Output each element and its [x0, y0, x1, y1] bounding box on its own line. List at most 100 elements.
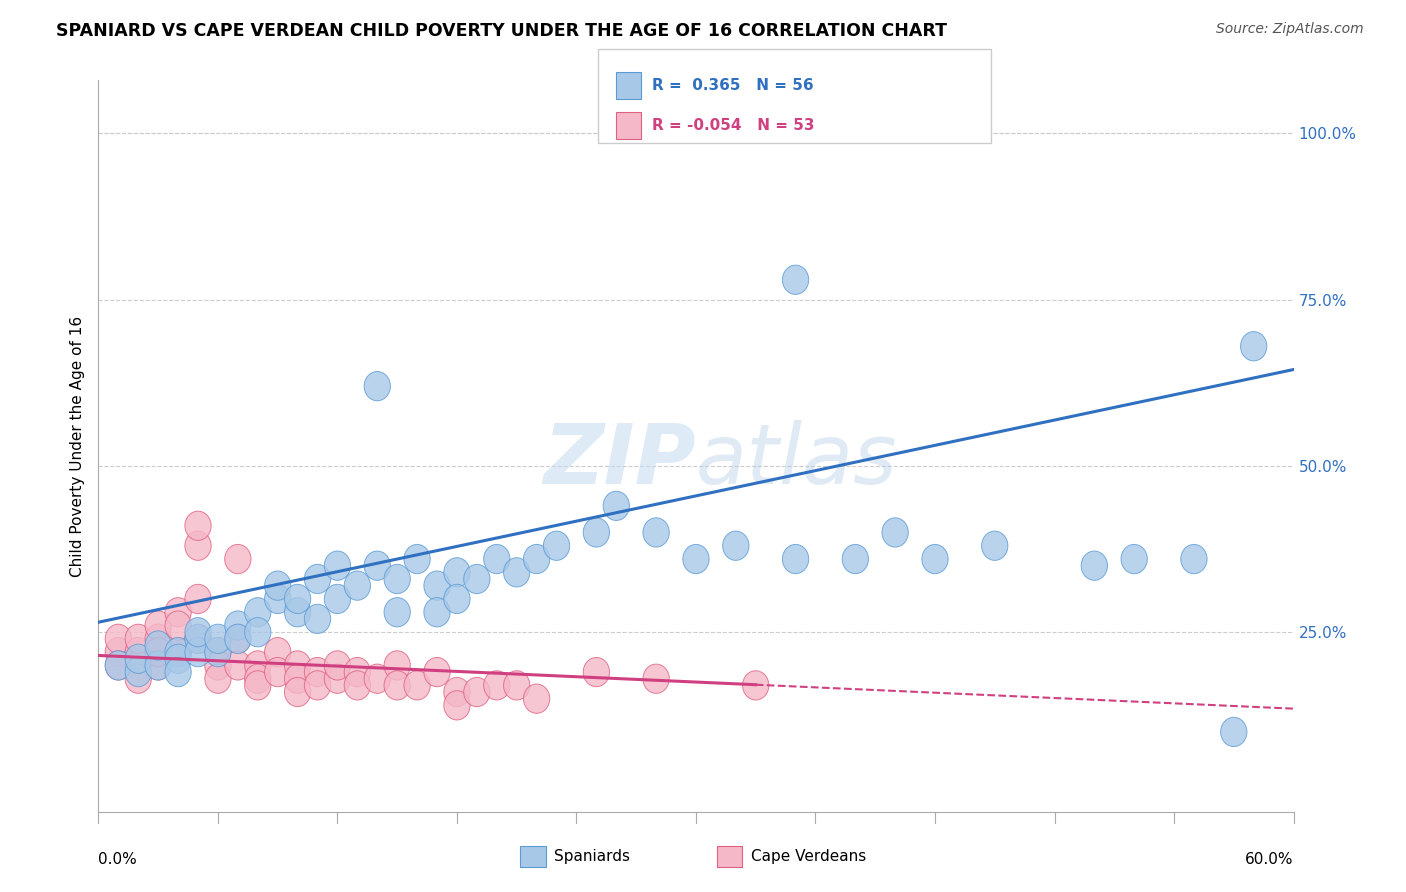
- Ellipse shape: [364, 665, 391, 693]
- Ellipse shape: [145, 638, 172, 666]
- Ellipse shape: [145, 611, 172, 640]
- Ellipse shape: [184, 624, 211, 654]
- Ellipse shape: [325, 651, 350, 680]
- Ellipse shape: [125, 624, 152, 654]
- Ellipse shape: [165, 611, 191, 640]
- Text: Source: ZipAtlas.com: Source: ZipAtlas.com: [1216, 22, 1364, 37]
- Ellipse shape: [245, 665, 271, 693]
- Ellipse shape: [484, 544, 510, 574]
- Ellipse shape: [423, 571, 450, 600]
- Ellipse shape: [603, 491, 630, 520]
- Ellipse shape: [184, 624, 211, 654]
- Ellipse shape: [304, 671, 330, 700]
- Ellipse shape: [782, 544, 808, 574]
- Ellipse shape: [981, 531, 1008, 560]
- Ellipse shape: [304, 657, 330, 687]
- Ellipse shape: [284, 584, 311, 614]
- Ellipse shape: [165, 598, 191, 627]
- Ellipse shape: [523, 684, 550, 714]
- Ellipse shape: [184, 511, 211, 541]
- Ellipse shape: [423, 657, 450, 687]
- Ellipse shape: [344, 671, 371, 700]
- Ellipse shape: [105, 651, 132, 680]
- Text: Spaniards: Spaniards: [554, 849, 630, 863]
- Ellipse shape: [125, 651, 152, 680]
- Ellipse shape: [184, 638, 211, 666]
- Ellipse shape: [225, 624, 252, 654]
- Ellipse shape: [225, 611, 252, 640]
- Ellipse shape: [1181, 544, 1208, 574]
- Ellipse shape: [683, 544, 709, 574]
- Ellipse shape: [325, 551, 350, 581]
- Ellipse shape: [284, 598, 311, 627]
- Ellipse shape: [245, 651, 271, 680]
- Ellipse shape: [264, 638, 291, 666]
- Ellipse shape: [325, 665, 350, 693]
- Ellipse shape: [1220, 717, 1247, 747]
- Ellipse shape: [464, 677, 491, 706]
- Ellipse shape: [423, 598, 450, 627]
- Ellipse shape: [364, 372, 391, 401]
- Text: ZIP: ZIP: [543, 420, 696, 501]
- Y-axis label: Child Poverty Under the Age of 16: Child Poverty Under the Age of 16: [69, 316, 84, 576]
- Ellipse shape: [723, 531, 749, 560]
- Ellipse shape: [125, 644, 152, 673]
- Ellipse shape: [245, 617, 271, 647]
- Ellipse shape: [205, 651, 231, 680]
- Ellipse shape: [444, 558, 470, 587]
- Ellipse shape: [105, 651, 132, 680]
- Ellipse shape: [384, 598, 411, 627]
- Ellipse shape: [922, 544, 948, 574]
- Ellipse shape: [503, 558, 530, 587]
- Ellipse shape: [284, 665, 311, 693]
- Ellipse shape: [264, 584, 291, 614]
- Ellipse shape: [125, 657, 152, 687]
- Text: SPANIARD VS CAPE VERDEAN CHILD POVERTY UNDER THE AGE OF 16 CORRELATION CHART: SPANIARD VS CAPE VERDEAN CHILD POVERTY U…: [56, 22, 948, 40]
- Ellipse shape: [165, 638, 191, 666]
- Ellipse shape: [304, 604, 330, 633]
- Ellipse shape: [643, 518, 669, 547]
- Ellipse shape: [304, 565, 330, 593]
- Text: 60.0%: 60.0%: [1246, 852, 1294, 867]
- Ellipse shape: [444, 690, 470, 720]
- Ellipse shape: [1121, 544, 1147, 574]
- Ellipse shape: [205, 665, 231, 693]
- Ellipse shape: [205, 624, 231, 654]
- Ellipse shape: [782, 265, 808, 294]
- Ellipse shape: [404, 671, 430, 700]
- Ellipse shape: [384, 671, 411, 700]
- Ellipse shape: [184, 531, 211, 560]
- Ellipse shape: [264, 571, 291, 600]
- Ellipse shape: [543, 531, 569, 560]
- Ellipse shape: [325, 584, 350, 614]
- Ellipse shape: [205, 638, 231, 666]
- Ellipse shape: [1081, 551, 1108, 581]
- Ellipse shape: [583, 518, 610, 547]
- Ellipse shape: [145, 624, 172, 654]
- Ellipse shape: [105, 638, 132, 666]
- Ellipse shape: [842, 544, 869, 574]
- Text: R =  0.365   N = 56: R = 0.365 N = 56: [652, 78, 814, 94]
- Ellipse shape: [125, 665, 152, 693]
- Ellipse shape: [264, 657, 291, 687]
- Ellipse shape: [444, 677, 470, 706]
- Ellipse shape: [184, 617, 211, 647]
- Ellipse shape: [145, 638, 172, 666]
- Ellipse shape: [245, 598, 271, 627]
- Ellipse shape: [245, 671, 271, 700]
- Ellipse shape: [165, 638, 191, 666]
- Text: 0.0%: 0.0%: [98, 852, 138, 867]
- Ellipse shape: [503, 671, 530, 700]
- Ellipse shape: [125, 638, 152, 666]
- Ellipse shape: [225, 624, 252, 654]
- Ellipse shape: [583, 657, 610, 687]
- Ellipse shape: [643, 665, 669, 693]
- Ellipse shape: [484, 671, 510, 700]
- Ellipse shape: [145, 631, 172, 660]
- Ellipse shape: [523, 544, 550, 574]
- Ellipse shape: [742, 671, 769, 700]
- Ellipse shape: [205, 638, 231, 666]
- Ellipse shape: [882, 518, 908, 547]
- Ellipse shape: [1240, 332, 1267, 361]
- Ellipse shape: [284, 651, 311, 680]
